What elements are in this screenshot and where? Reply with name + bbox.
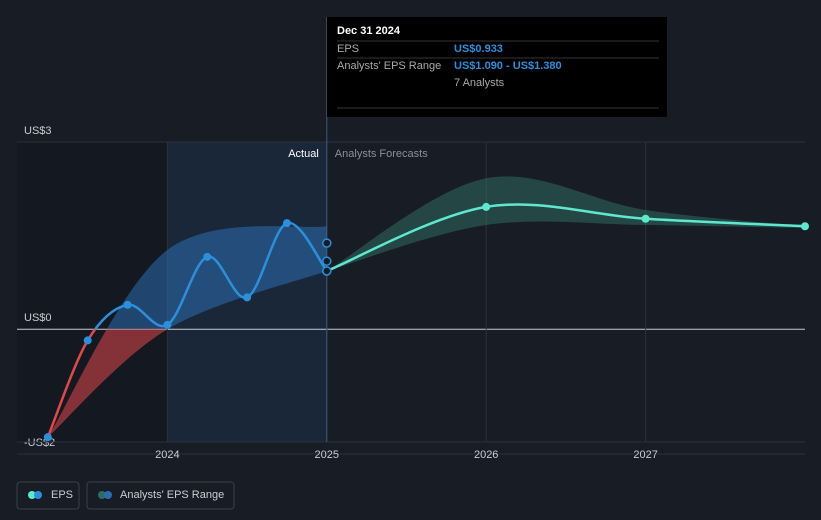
legend-box[interactable] bbox=[16, 481, 80, 510]
legend-swatch bbox=[34, 491, 42, 499]
eps-point bbox=[322, 266, 332, 276]
legend-swatch bbox=[28, 491, 36, 499]
eps-point bbox=[243, 293, 252, 302]
eps-point bbox=[163, 320, 172, 329]
range-band bbox=[47, 226, 327, 438]
tooltip-label: Analysts' EPS Range bbox=[337, 60, 441, 72]
region-label: Actual bbox=[288, 148, 319, 160]
legend-box[interactable] bbox=[86, 481, 235, 510]
legend: EPS Analysts' EPS Range bbox=[16, 481, 235, 510]
forecast-point bbox=[482, 202, 491, 211]
forecast-line bbox=[326, 203, 806, 273]
eps-point bbox=[83, 336, 92, 345]
x-tick-label: 2026 bbox=[474, 449, 498, 461]
range-band bbox=[326, 176, 805, 271]
forecast-point bbox=[641, 214, 650, 223]
legend-label: Analysts' EPS Range bbox=[120, 489, 224, 501]
y-tick-label: US$0 bbox=[24, 312, 52, 324]
legend-swatch bbox=[104, 491, 112, 499]
legend-swatch bbox=[98, 491, 106, 499]
tooltip: Dec 31 2024 EPS US$0.933 Analysts' EPS R… bbox=[327, 17, 667, 117]
eps-point bbox=[282, 219, 291, 228]
range-point bbox=[322, 256, 332, 266]
x-tick-label: 2025 bbox=[315, 449, 339, 461]
tooltip-value: US$1.090 - US$1.380 bbox=[454, 60, 562, 72]
tooltip-label: EPS bbox=[337, 43, 359, 55]
forecast-point bbox=[801, 222, 809, 231]
tooltip-value: US$0.933 bbox=[454, 43, 503, 55]
x-tick-label: 2024 bbox=[155, 449, 179, 461]
legend-label: EPS bbox=[51, 489, 73, 501]
eps-point bbox=[123, 300, 132, 309]
x-tick-label: 2027 bbox=[633, 449, 657, 461]
y-tick-label: US$3 bbox=[24, 125, 52, 137]
tooltip-analysts: 7 Analysts bbox=[454, 77, 505, 89]
range-point bbox=[322, 238, 332, 248]
tooltip-box bbox=[327, 17, 667, 117]
tooltip-date: Dec 31 2024 bbox=[337, 25, 401, 37]
eps-point bbox=[203, 252, 212, 261]
region-label: Analysts Forecasts bbox=[335, 148, 428, 160]
eps-point bbox=[43, 433, 52, 442]
